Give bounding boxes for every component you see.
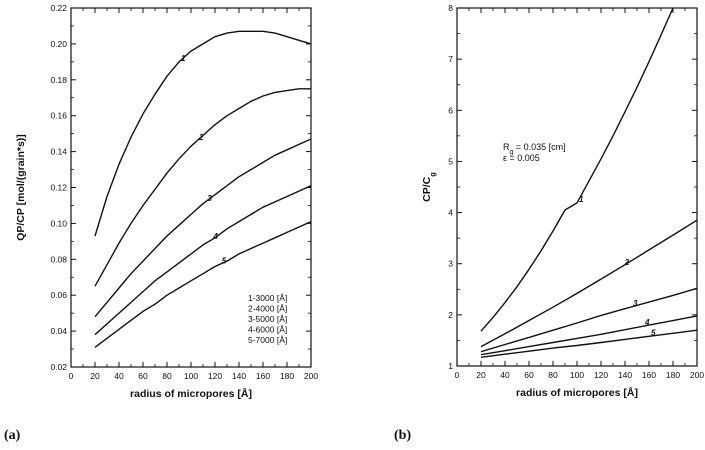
y-tick-label: 6: [448, 105, 453, 115]
series-label-4: 4: [212, 232, 218, 241]
panel-label-a: (a): [4, 428, 21, 443]
x-tick-label: 200: [304, 371, 318, 381]
legend-entry-2: 2-4000 [Å]: [248, 304, 287, 314]
y-tick-label: 0.12: [50, 183, 67, 193]
series-label-5: 5: [222, 256, 227, 265]
annotation-suffix: = 0.035 [cm]: [513, 142, 565, 152]
series-label-1: 1: [579, 195, 584, 204]
x-tick-label: 140: [232, 371, 246, 381]
x-tick-label: 180: [280, 371, 294, 381]
annotation-2: ε = 0.005: [503, 153, 540, 163]
x-tick-label: 100: [570, 370, 584, 380]
annotation-subscript: g: [510, 149, 514, 156]
y-tick-label: 2: [448, 310, 453, 320]
series-line-2: [480, 219, 698, 348]
y-tick-label: 0.18: [50, 75, 67, 85]
series-label-5: 5: [651, 328, 656, 337]
y-tick-label: 0.22: [50, 3, 67, 13]
x-tick-label: 60: [138, 371, 148, 381]
y-tick-label: 5: [448, 156, 453, 166]
series-line-1: [94, 30, 312, 237]
series-label-1: 1: [181, 54, 186, 63]
x-axis-label: radius of micropores [Å]: [516, 386, 638, 399]
legend-entry-4: 4-6000 [Å]: [248, 325, 287, 335]
y-axis-label: CP/Cg: [421, 172, 437, 202]
y-tick-label: 0.04: [50, 326, 67, 336]
x-tick-label: 60: [524, 370, 534, 380]
y-tick-label: 0.16: [50, 111, 67, 121]
series-line-5: [94, 220, 312, 348]
series-label-2: 2: [624, 258, 630, 267]
series-line-4: [480, 315, 698, 356]
series-label-3: 3: [633, 299, 638, 308]
x-tick-label: 140: [618, 370, 632, 380]
series-line-2: [94, 88, 311, 287]
plot-frame: [456, 7, 698, 367]
x-tick-label: 40: [500, 370, 510, 380]
panel-label-b: (b): [394, 428, 412, 443]
y-tick-label: 7: [448, 54, 453, 64]
legend-entry-3: 3-5000 [Å]: [248, 314, 287, 324]
y-tick-label: 3: [448, 259, 453, 269]
chart-a: 0 20 40 60 80 100 120 140 160 180 200 0.02 0.04 0.06 0…: [15, 3, 318, 400]
y-tick-label: 0.02: [50, 362, 67, 372]
series-line-4: [94, 185, 312, 336]
y-tick-label: 0.08: [50, 254, 67, 264]
y-tick-label: 8: [448, 3, 453, 13]
x-tick-label: 0: [455, 370, 460, 380]
series-line-3: [480, 287, 698, 353]
x-tick-label: 120: [208, 371, 222, 381]
series-line-1: [480, 7, 674, 332]
x-tick-label: 120: [594, 370, 608, 380]
x-tick-label: 180: [666, 370, 680, 380]
y-tick-label: 0.06: [50, 290, 67, 300]
x-tick-label: 160: [256, 371, 270, 381]
y-axis-label: QP/CP [mol/(grain*s)]: [15, 134, 27, 241]
x-axis-label: radius of micropores [Å]: [130, 387, 252, 400]
x-tick-label: 40: [114, 371, 124, 381]
x-tick-label: 20: [90, 371, 100, 381]
x-tick-label: 200: [690, 370, 704, 380]
legend-entry-1: 1-3000 [Å]: [248, 293, 287, 303]
y-tick-label: 0.14: [50, 147, 67, 157]
x-tick-label: 80: [162, 371, 172, 381]
y-axis-label-subscript: g: [428, 172, 437, 177]
x-tick-label: 80: [548, 370, 558, 380]
legend-entry-5: 5-7000 [Å]: [248, 335, 287, 345]
x-tick-label: 0: [69, 371, 74, 381]
x-tick-label: 20: [476, 370, 486, 380]
y-tick-label: 0.10: [50, 218, 67, 228]
series-line-3: [94, 138, 312, 318]
series-line-5: [480, 329, 698, 358]
y-tick-label: 4: [448, 208, 453, 218]
y-tick-label: 0.20: [50, 39, 67, 49]
y-tick-label: 1: [448, 361, 453, 371]
series-label-3: 3: [207, 194, 212, 203]
chart-b: 0 20 40 60 80 100 120 140 160 180 20012345678radiu…: [421, 3, 704, 399]
series-label-4: 4: [644, 318, 650, 327]
x-tick-label: 100: [184, 371, 198, 381]
x-tick-label: 160: [642, 370, 656, 380]
series-label-2: 2: [198, 133, 204, 142]
